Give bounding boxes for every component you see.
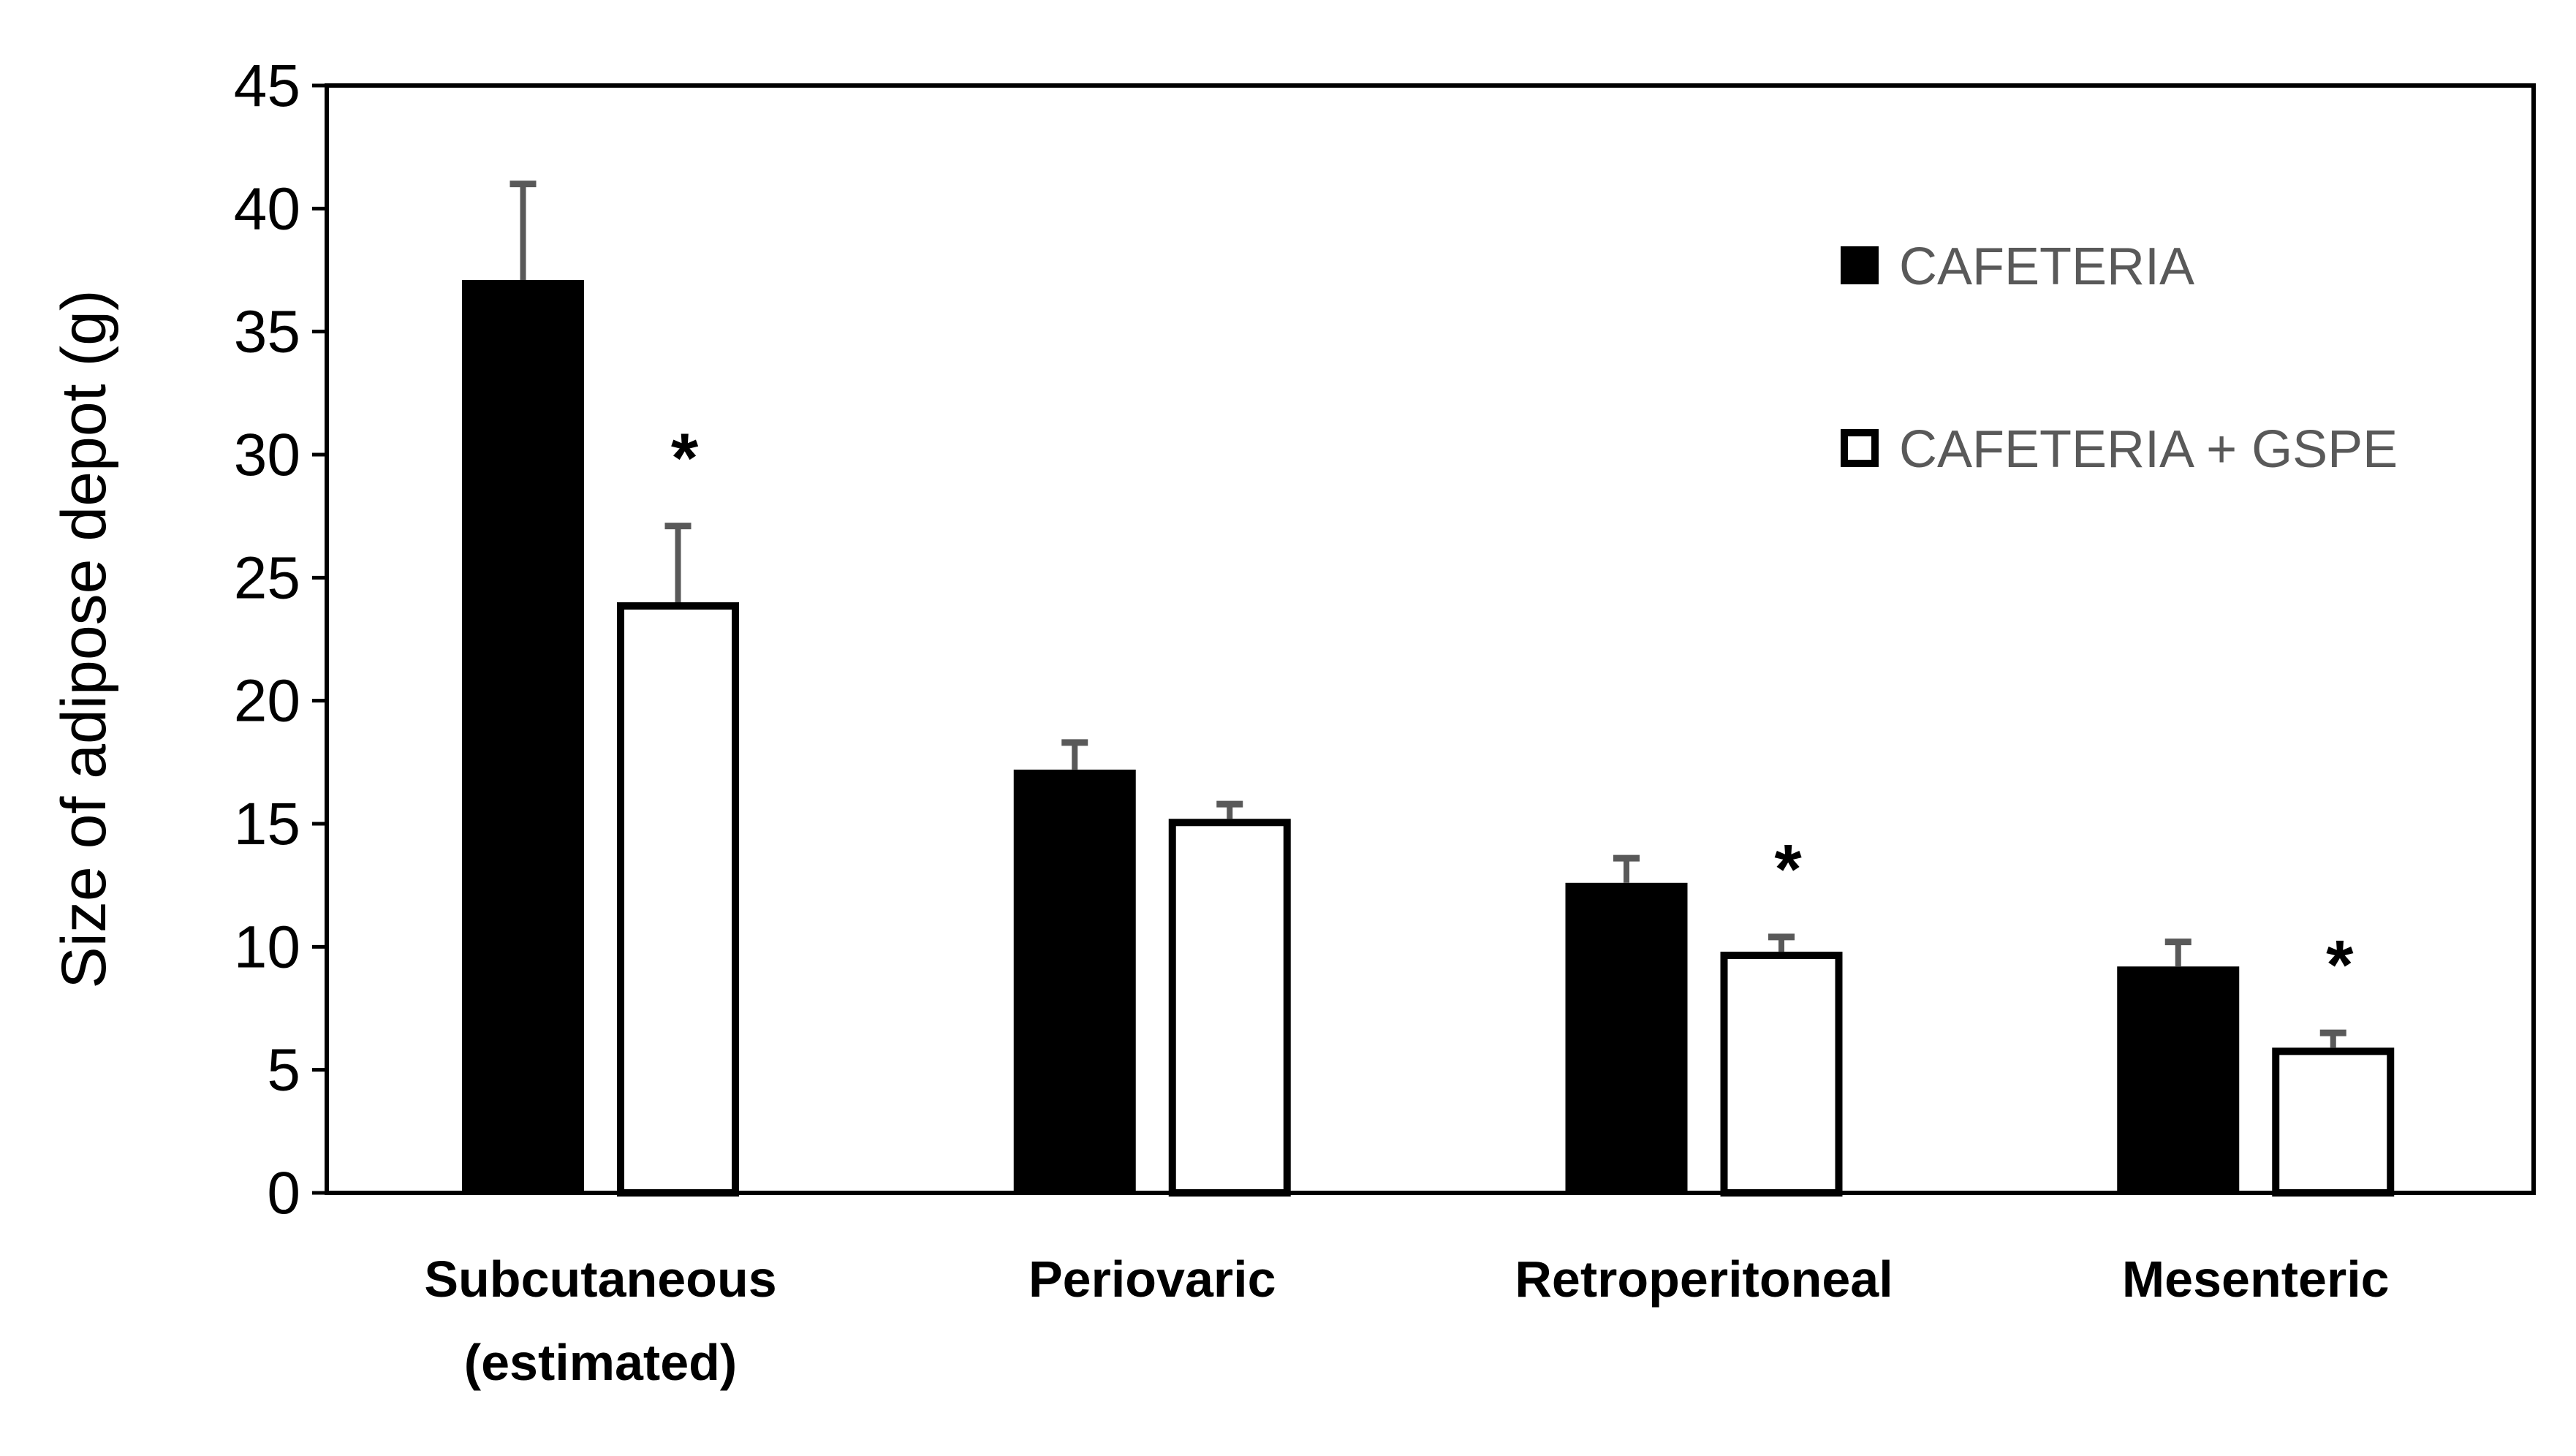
y-tick-label: 15	[234, 791, 300, 857]
significance-markers: * * *	[671, 420, 2354, 1005]
y-axis: 0 5 10 15 20 25 30 35 40 45 Size of adipose depot …	[49, 53, 327, 1226]
x-category-label: Periovaric	[1028, 1251, 1276, 1308]
bar-cafeteria-gspe	[1720, 952, 1843, 1197]
x-category-label: (estimated)	[464, 1334, 737, 1391]
bar-cafeteria	[1013, 769, 1136, 1193]
bars-group	[462, 279, 2395, 1197]
y-tick-label: 30	[234, 422, 300, 488]
legend-swatch-cafeteria-gspe	[1841, 429, 1879, 467]
x-category-label: Subcutaneous	[424, 1251, 776, 1308]
x-category-label: Retroperitoneal	[1515, 1251, 1893, 1308]
plot-area	[325, 83, 2536, 1195]
x-category-label: Mesenteric	[2122, 1251, 2390, 1308]
significance-star: *	[671, 420, 699, 498]
legend-swatch-cafeteria	[1841, 246, 1879, 284]
legend: CAFETERIA CAFETERIA + GSPE	[1841, 238, 2398, 479]
y-tick-label: 0	[267, 1160, 300, 1226]
significance-star: *	[1774, 830, 1802, 909]
significance-star: *	[2326, 926, 2354, 1004]
bar-cafeteria	[1565, 882, 1688, 1193]
bar-cafeteria-gspe	[2272, 1047, 2395, 1197]
y-tick-label: 45	[234, 53, 300, 119]
legend-label-cafeteria-gspe: CAFETERIA + GSPE	[1899, 420, 2398, 479]
y-tick-label: 20	[234, 668, 300, 735]
bar-cafeteria-gspe	[617, 602, 739, 1197]
bar-cafeteria	[462, 279, 584, 1193]
y-axis-label: Size of adipose depot (g)	[49, 289, 119, 988]
error-bars-group	[509, 181, 2346, 1048]
x-axis: Subcutaneous (estimated) Periovaric Retrope…	[424, 1251, 2389, 1391]
y-tick-label: 10	[234, 914, 300, 980]
bar-cafeteria-gspe	[1168, 819, 1291, 1197]
y-tick-label: 5	[267, 1037, 300, 1104]
plot-frame	[325, 83, 2536, 1195]
bar-cafeteria	[2117, 966, 2240, 1193]
legend-label-cafeteria: CAFETERIA	[1899, 238, 2194, 296]
y-tick-label: 35	[234, 299, 300, 365]
y-tick-label: 40	[234, 175, 300, 242]
y-tick-label: 25	[234, 545, 300, 611]
